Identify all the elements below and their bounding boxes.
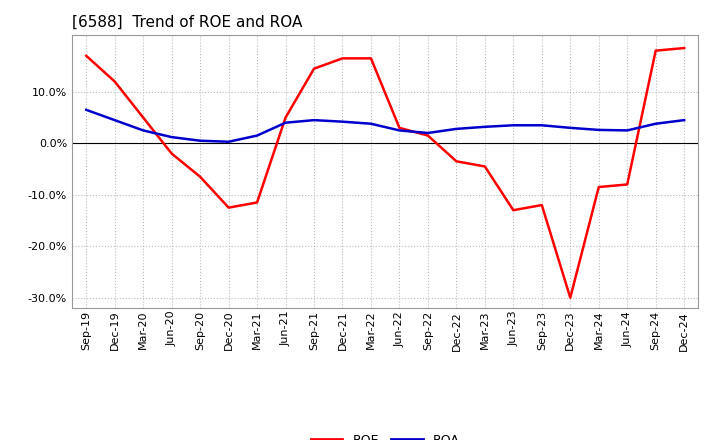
Text: [6588]  Trend of ROE and ROA: [6588] Trend of ROE and ROA	[72, 15, 302, 30]
Legend: ROE, ROA: ROE, ROA	[306, 429, 464, 440]
